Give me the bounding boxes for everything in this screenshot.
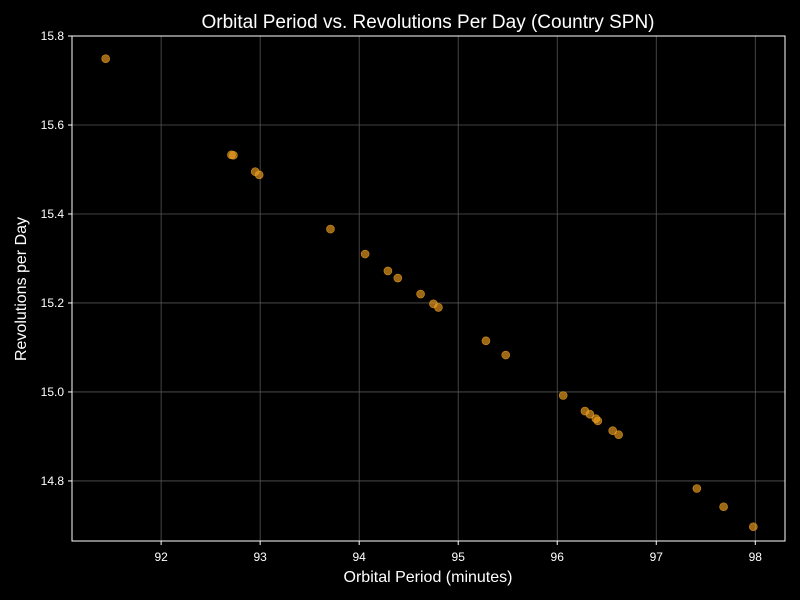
data-points (101, 54, 758, 532)
data-point (749, 522, 758, 532)
x-axis-label: Orbital Period (minutes) (344, 569, 513, 586)
data-point (608, 426, 617, 435)
data-point (585, 409, 595, 419)
data-point (101, 54, 110, 63)
data-point (229, 150, 238, 160)
y-tick-label: 15.6 (41, 118, 65, 132)
y-tick-label: 15.8 (41, 29, 65, 43)
data-point (393, 273, 403, 283)
data-point (558, 391, 568, 400)
data-point (254, 170, 264, 180)
grid (72, 35, 785, 541)
x-tick-label: 93 (253, 550, 267, 564)
y-tick-label: 15.2 (41, 296, 65, 310)
x-tick-label: 92 (154, 550, 168, 564)
ticks: 92 93 94 95 96 97 98 14.8 15.0 15.2 15.4 15.6 15.8 (41, 29, 763, 564)
data-point (593, 416, 603, 426)
data-point (481, 336, 491, 346)
data-point (434, 303, 443, 312)
plot-frame (71, 35, 786, 542)
data-point (501, 350, 511, 360)
y-axis-label: Revolutions per Day (13, 217, 30, 361)
chart-title: Orbital Period vs. Revolutions Per Day (… (202, 12, 655, 33)
data-point (326, 224, 335, 234)
data-point (692, 484, 702, 493)
data-point (360, 249, 370, 259)
y-tick-label: 15.0 (41, 385, 65, 399)
y-tick-label: 14.8 (41, 474, 65, 488)
data-point (416, 289, 425, 299)
x-tick-label: 98 (749, 550, 763, 564)
data-point (719, 502, 728, 512)
x-tick-label: 96 (551, 550, 565, 564)
data-point (614, 430, 623, 439)
data-point (383, 266, 393, 276)
x-tick-label: 94 (353, 550, 367, 564)
y-tick-label: 15.4 (41, 207, 65, 221)
x-tick-label: 97 (650, 550, 664, 564)
x-tick-label: 95 (452, 550, 466, 564)
